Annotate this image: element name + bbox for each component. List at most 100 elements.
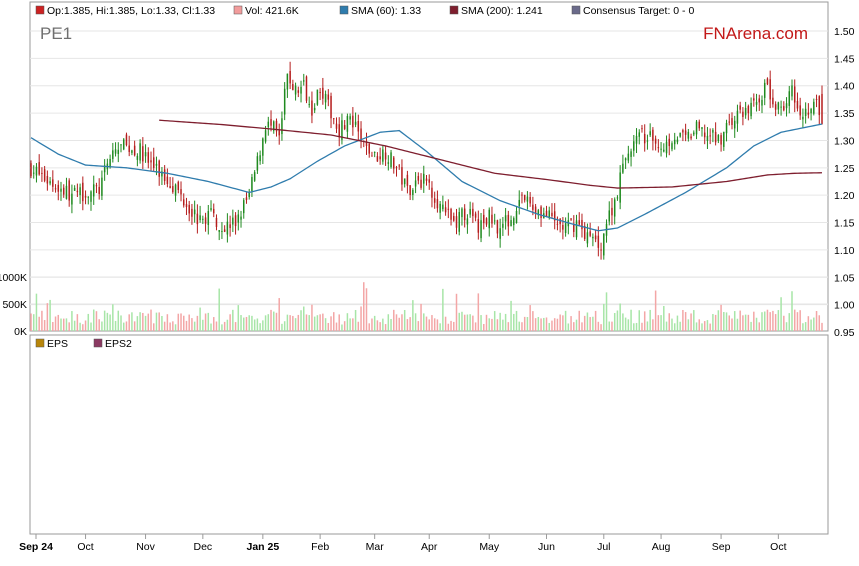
- volume-bar: [813, 317, 815, 331]
- volume-bar: [341, 324, 343, 331]
- volume-bar: [147, 313, 150, 331]
- volume-bar: [292, 315, 294, 331]
- volume-bar: [709, 323, 711, 331]
- volume-bar: [234, 322, 237, 331]
- candle: [207, 205, 210, 235]
- candle: [654, 135, 657, 151]
- volume-bar: [251, 315, 253, 331]
- candle: [71, 184, 73, 214]
- volume-bar: [717, 310, 720, 331]
- candle: [95, 182, 98, 194]
- candle: [807, 103, 810, 119]
- volume-bar: [553, 318, 556, 331]
- candle: [679, 132, 681, 138]
- sma200-swatch: [449, 5, 459, 15]
- volume-bar: [608, 321, 610, 331]
- candle: [73, 185, 76, 191]
- volume-bar: [807, 316, 810, 331]
- candle: [371, 151, 373, 157]
- volume-bar: [35, 293, 38, 331]
- candle: [144, 144, 147, 163]
- candle: [354, 112, 357, 128]
- candle: [810, 107, 812, 121]
- time-tick-label: Aug: [652, 541, 671, 553]
- candle: [687, 129, 690, 142]
- volume-bar: [172, 321, 174, 331]
- candle: [802, 108, 804, 129]
- price-tick-label: 1.40: [834, 81, 855, 93]
- volume-bar: [766, 309, 769, 331]
- volume-bar: [439, 323, 441, 331]
- volume-bar: [643, 311, 646, 331]
- candle: [684, 123, 687, 142]
- candle: [600, 242, 602, 260]
- candle: [316, 89, 319, 106]
- candle: [772, 89, 774, 108]
- volume-bar: [43, 320, 46, 331]
- candle: [84, 190, 87, 205]
- volume-bar: [755, 317, 758, 331]
- candle: [202, 215, 204, 224]
- volume-bar: [390, 318, 392, 331]
- volume-bar: [398, 317, 400, 331]
- volume-bar: [690, 313, 692, 331]
- volume-bar: [286, 314, 289, 331]
- candle: [352, 107, 354, 136]
- volume-bar: [597, 321, 600, 331]
- volume-bar: [346, 313, 349, 331]
- volume-bar: [240, 315, 242, 331]
- volume-bar: [575, 319, 578, 331]
- candle: [327, 89, 330, 107]
- volume-bar: [679, 321, 681, 331]
- volume-bar: [215, 321, 218, 331]
- volume-bar: [693, 310, 695, 331]
- volume-bar: [753, 311, 755, 331]
- volume-bar: [112, 304, 114, 331]
- volume-bar: [799, 310, 801, 331]
- candle: [458, 207, 460, 236]
- candle: [556, 216, 559, 231]
- volume-bar: [504, 313, 507, 331]
- candle: [766, 77, 769, 86]
- candle: [472, 202, 474, 224]
- volume-bar: [109, 314, 111, 331]
- volume-bar: [513, 313, 515, 331]
- volume-bar: [49, 299, 51, 331]
- consensus-swatch: [571, 5, 581, 15]
- candle: [188, 200, 190, 222]
- candle: [199, 205, 201, 223]
- volume-bar: [785, 322, 788, 331]
- candle: [262, 137, 264, 164]
- volume-bar: [788, 313, 791, 331]
- volume-bar: [229, 314, 231, 331]
- volume-bar: [652, 319, 654, 331]
- candle: [182, 193, 185, 208]
- candle: [723, 131, 725, 151]
- candle: [583, 222, 586, 241]
- volume-bar: [521, 322, 523, 331]
- volume-bar: [125, 321, 128, 331]
- volume-bar: [723, 312, 725, 331]
- volume-bar: [818, 315, 821, 331]
- candle: [720, 132, 722, 152]
- candle: [275, 118, 278, 137]
- volume-bar: [352, 318, 354, 331]
- volume-bar: [393, 309, 395, 331]
- volume-gridlines: [30, 276, 828, 305]
- volume-bar: [65, 318, 68, 331]
- volume-bar: [665, 321, 668, 331]
- candle: [398, 164, 400, 170]
- volume-bar: [363, 282, 365, 331]
- volume-bar: [804, 322, 807, 331]
- volume-bar: [436, 319, 439, 331]
- candle: [589, 222, 591, 238]
- candle: [447, 199, 450, 219]
- volume-bar: [297, 314, 300, 331]
- volume-bar: [196, 315, 199, 331]
- candle: [545, 205, 548, 218]
- volume-bar: [253, 319, 256, 331]
- volume-bar: [30, 313, 32, 331]
- candle: [234, 212, 237, 235]
- candle: [649, 123, 651, 138]
